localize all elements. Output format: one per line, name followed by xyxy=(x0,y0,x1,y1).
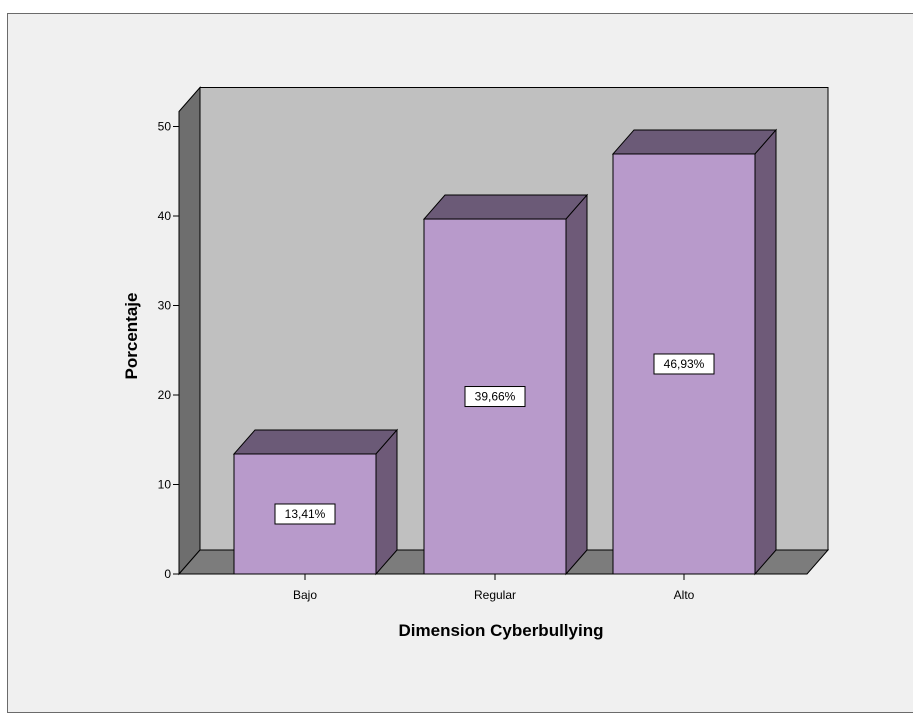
bar xyxy=(422,193,589,576)
y-tick-label: 0 xyxy=(164,567,171,581)
bar-side xyxy=(754,128,777,576)
y-tick-label: 10 xyxy=(158,478,172,492)
data-label-box xyxy=(464,386,526,408)
data-labels-group: 13,41% 39,66% 46,93% xyxy=(274,353,715,525)
y-tick-label: 20 xyxy=(158,388,172,402)
bar-top xyxy=(422,194,589,220)
y-axis-title: Porcentaje xyxy=(122,293,141,380)
data-label-box xyxy=(274,503,336,525)
data-label-box xyxy=(653,353,715,375)
data-label-text: 13,41% xyxy=(285,507,326,521)
data-label-text: 46,93% xyxy=(664,357,705,371)
bar-top xyxy=(232,429,399,455)
x-axis: Bajo Regular Alto xyxy=(179,573,807,602)
y-tick-label: 50 xyxy=(158,120,172,134)
data-label: 39,66% xyxy=(464,386,526,408)
bar xyxy=(611,128,778,576)
data-label-text: 39,66% xyxy=(475,390,516,404)
x-tick-label: Bajo xyxy=(293,588,317,602)
x-tick-label: Alto xyxy=(674,588,695,602)
y-tick-label: 40 xyxy=(158,209,172,223)
bar-top xyxy=(611,129,778,155)
chart-frame: 0 10 20 30 40 50 Bajo Regular Alto 13,41% 39,66%… xyxy=(7,13,913,713)
y-tick-label: 30 xyxy=(158,299,172,313)
x-axis-title: Dimension Cyberbullying xyxy=(399,621,604,640)
data-label: 13,41% xyxy=(274,503,336,525)
bar-side xyxy=(565,193,588,576)
bar-chart: 0 10 20 30 40 50 Bajo Regular Alto 13,41% 39,66%… xyxy=(122,86,830,640)
y-axis: 0 10 20 30 40 50 xyxy=(158,111,180,581)
bar xyxy=(232,428,399,576)
bar-side xyxy=(375,428,398,576)
x-tick-label: Regular xyxy=(474,588,516,602)
data-label: 46,93% xyxy=(653,353,715,375)
side-wall xyxy=(178,86,201,576)
